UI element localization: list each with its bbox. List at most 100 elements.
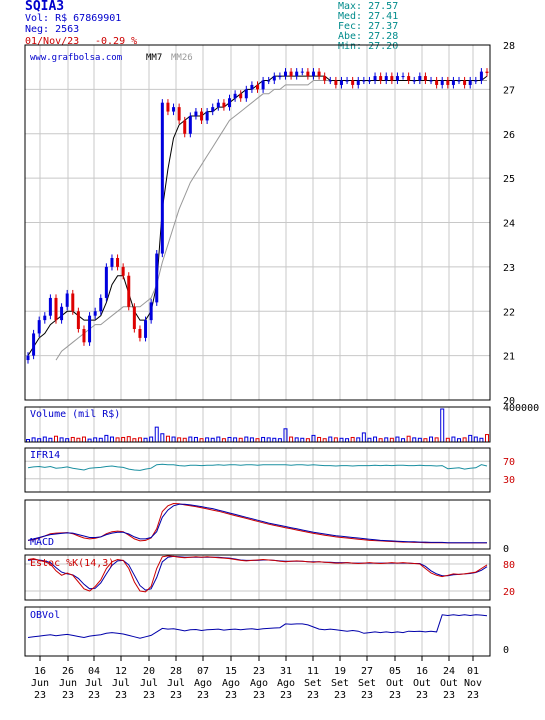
ifr-label: IFR14 (30, 450, 60, 461)
x-tick-year: 23 (280, 690, 292, 701)
candle-body (485, 71, 489, 73)
macd-label: MACD (30, 537, 54, 548)
candle-body (138, 329, 142, 338)
panel-frame (24, 447, 491, 493)
candle-body (317, 71, 321, 77)
obv-line (27, 614, 488, 639)
x-tick-day: 04 (88, 666, 100, 677)
candle-body (233, 93, 237, 99)
stoch-axis-tick: 20 (503, 587, 515, 598)
x-tick-year: 23 (115, 690, 127, 701)
candle-body (121, 266, 125, 276)
volume-bar (143, 437, 148, 443)
candle-body (188, 116, 192, 134)
volume-bar (165, 435, 170, 443)
candle-body (367, 80, 371, 82)
x-tick-month: Out (440, 678, 458, 689)
candle-body (160, 102, 164, 254)
panel-frame (24, 406, 491, 443)
candle-body (127, 275, 131, 307)
label-layer: 20 21 22 23 24 25 26 27 28 www.grafbolsa.com MM7 MM… (30, 41, 539, 701)
x-tick-month: Set (331, 678, 349, 689)
x-tick-year: 23 (443, 690, 455, 701)
x-tick-day: 16 (34, 666, 46, 677)
volume-bar (59, 437, 64, 443)
candle-body (446, 80, 450, 85)
candle-body (339, 80, 343, 85)
candle-body (239, 93, 243, 99)
volume-bar (48, 437, 53, 443)
candle-body (345, 80, 349, 82)
candle-body (261, 80, 265, 90)
candle-body (328, 80, 332, 82)
plot-layer (26, 68, 489, 639)
candle-body (205, 111, 209, 121)
volume-bar (205, 437, 210, 443)
x-tick-year: 23 (416, 690, 428, 701)
x-tick-day: 31 (280, 666, 292, 677)
candle-body (283, 71, 287, 77)
candle-body (177, 107, 181, 121)
volume-bar (93, 437, 98, 443)
candle-body (474, 80, 478, 82)
x-tick-day: 28 (170, 666, 182, 677)
volume-bar (249, 437, 254, 443)
ifr-axis-tick: 70 (503, 457, 515, 468)
stat-row: Fec: 27.37 (338, 21, 399, 32)
x-tick-month: Ago (250, 678, 268, 689)
volume-bar (160, 433, 165, 443)
candle-body (323, 76, 327, 81)
volume-bar (266, 437, 271, 443)
candle-body (82, 329, 86, 343)
candle-body (451, 80, 455, 85)
x-tick-year: 23 (389, 690, 401, 701)
volume-bar (261, 436, 266, 443)
volume-bar (121, 436, 126, 443)
panel-frame (24, 44, 491, 401)
x-tick-day: 07 (197, 666, 209, 677)
neg-line: Neg: 2563 (25, 24, 80, 35)
volume-bar (317, 436, 322, 443)
volume-bar (356, 437, 361, 443)
candle-body (54, 297, 58, 321)
x-tick-year: 23 (361, 690, 373, 701)
ifr-axis-tick: 30 (503, 475, 515, 486)
volume-bar (238, 437, 243, 443)
volume-bar (350, 436, 355, 443)
candle-body (228, 98, 232, 108)
volume-bar (479, 437, 484, 443)
candle-body (407, 76, 411, 81)
x-tick-month: Out (413, 678, 431, 689)
x-tick-month: Jul (85, 678, 103, 689)
volume-bar (328, 436, 333, 443)
obv-label: OBVol (30, 610, 60, 621)
x-tick-day: 27 (361, 666, 373, 677)
stat-row: Min: 27.20 (338, 41, 399, 52)
candle-body (48, 297, 52, 316)
volume-bar (367, 437, 372, 443)
x-tick-day: 23 (253, 666, 265, 677)
candle-body (334, 80, 338, 85)
volume-bar (373, 436, 378, 443)
mm7-line (27, 75, 488, 356)
volume-bar (395, 436, 400, 443)
x-tick-month: Out (386, 678, 404, 689)
x-tick-day: 15 (225, 666, 237, 677)
x-tick-month: Jul (112, 678, 130, 689)
stat-row: Med: 27.41 (338, 11, 399, 22)
candle-body (65, 293, 69, 307)
volume-bar (70, 436, 75, 443)
x-tick-day: 16 (416, 666, 428, 677)
candle-body (463, 80, 467, 85)
volume-bar (300, 437, 305, 443)
candle-body (216, 102, 220, 108)
frame-layer (24, 44, 491, 661)
volume-bar (294, 437, 299, 443)
candle-body (88, 315, 92, 343)
candle-body (93, 311, 97, 316)
volume-bar (227, 436, 232, 443)
volume-bar (216, 436, 221, 443)
candle-body (99, 297, 103, 312)
price-axis-tick: 20 (503, 396, 515, 407)
